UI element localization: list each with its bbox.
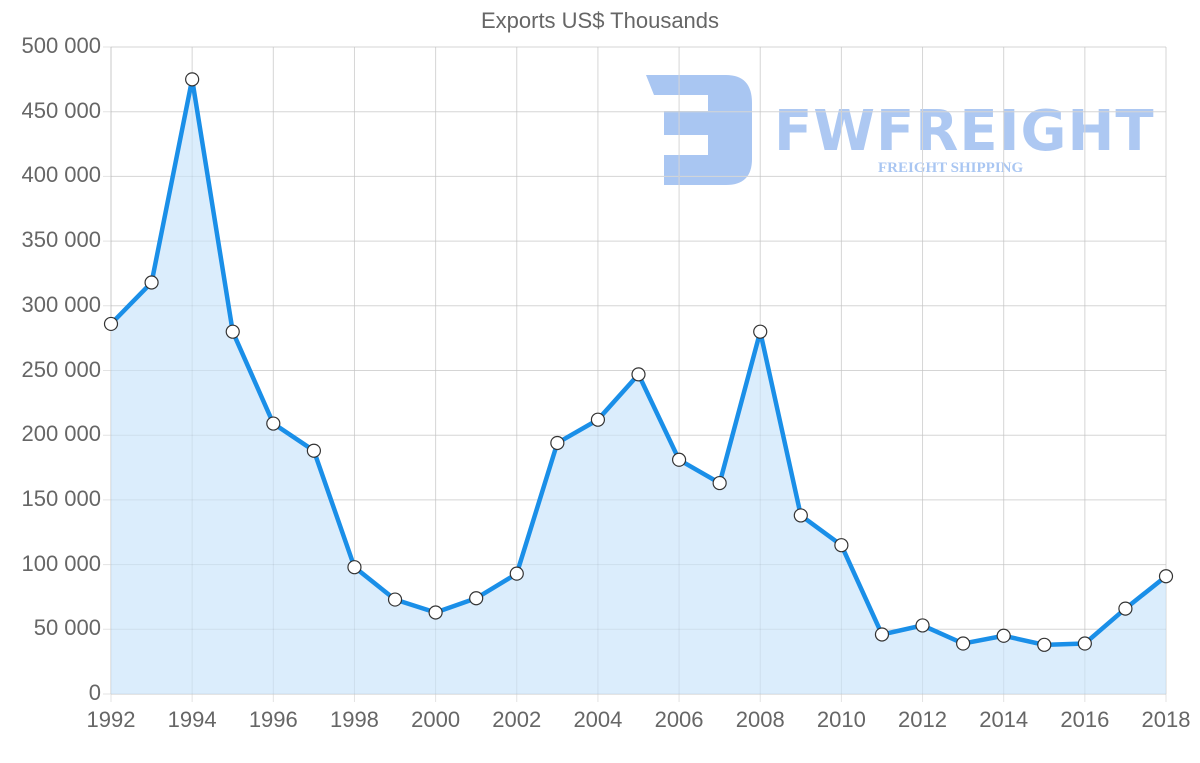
- data-point[interactable]: [631, 367, 646, 382]
- x-tick-label: 2002: [492, 707, 542, 732]
- x-tick-label: 2008: [735, 707, 785, 732]
- y-tick-label: 500 000: [21, 33, 101, 58]
- x-tick-label: 2000: [411, 707, 461, 732]
- y-tick-label: 400 000: [21, 162, 101, 188]
- x-tick-label: 1998: [329, 707, 379, 732]
- chart-title: Exports US$ Thousands: [480, 8, 720, 33]
- data-point[interactable]: [347, 560, 362, 575]
- data-point[interactable]: [712, 475, 727, 491]
- data-point[interactable]: [185, 72, 200, 87]
- y-tick-label: 350 000: [21, 227, 101, 253]
- data-point[interactable]: [1158, 569, 1174, 584]
- y-tick-label: 0: [88, 680, 101, 705]
- data-point[interactable]: [874, 627, 890, 642]
- data-point[interactable]: [144, 275, 159, 290]
- y-tick-label: 150 000: [21, 485, 101, 511]
- data-point[interactable]: [1077, 636, 1092, 651]
- data-point[interactable]: [956, 636, 971, 651]
- x-tick-label: 2012: [898, 707, 948, 732]
- data-point[interactable]: [996, 628, 1011, 643]
- watermark-logo: FWFREIGHT FREIGHT SHIPPING: [646, 73, 1154, 188]
- x-tick-label: 1994: [167, 707, 217, 732]
- data-point[interactable]: [671, 452, 687, 467]
- brand-tagline: FREIGHT SHIPPING: [878, 160, 1024, 176]
- y-tick-label: 450 000: [21, 97, 101, 123]
- data-point[interactable]: [793, 508, 808, 523]
- x-tick-label: 2010: [816, 707, 866, 732]
- data-point[interactable]: [387, 592, 403, 607]
- data-point[interactable]: [306, 443, 321, 458]
- data-point[interactable]: [834, 538, 849, 553]
- x-tick-label: 2016: [1060, 707, 1110, 732]
- x-tick-label: 2006: [654, 707, 704, 732]
- data-point[interactable]: [103, 316, 119, 332]
- x-tick-label: 2018: [1141, 707, 1191, 732]
- data-point[interactable]: [428, 605, 443, 620]
- data-point[interactable]: [509, 566, 524, 581]
- brand-name: FWFREIGHT: [774, 99, 1155, 164]
- y-tick-label: 300 000: [21, 291, 101, 317]
- data-point[interactable]: [266, 416, 281, 431]
- x-tick-label: 2004: [573, 707, 623, 732]
- data-point[interactable]: [225, 324, 240, 339]
- data-point[interactable]: [469, 591, 484, 606]
- data-point[interactable]: [1037, 637, 1052, 652]
- data-point[interactable]: [550, 435, 565, 451]
- data-point[interactable]: [753, 324, 768, 339]
- y-tick-label: 250 000: [21, 356, 101, 382]
- y-tick-label: 200 000: [21, 421, 101, 447]
- area-fill: [111, 79, 1166, 695]
- x-tick-label: 1996: [248, 707, 298, 732]
- data-point[interactable]: [915, 618, 930, 633]
- y-tick-label: 50 000: [33, 615, 101, 641]
- data-point[interactable]: [590, 412, 606, 427]
- x-tick-label: 1992: [86, 707, 136, 732]
- x-tick-label: 2014: [979, 707, 1029, 732]
- brand-logo-icon: [646, 75, 752, 185]
- y-tick-label: 100 000: [21, 550, 101, 576]
- data-point[interactable]: [1118, 601, 1133, 616]
